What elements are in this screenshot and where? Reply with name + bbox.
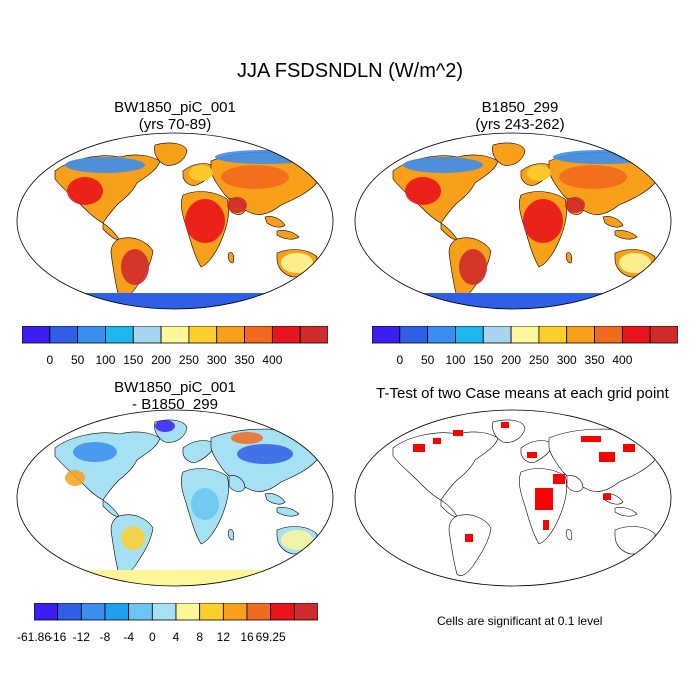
colorbar-tick-label: 150 bbox=[123, 353, 144, 367]
panel-title-line1: BW1850_piC_001 bbox=[114, 379, 236, 396]
colorbar-tick-label: 4 bbox=[172, 630, 180, 644]
figure-title: JJA FSDSNDLN (W/m^2) bbox=[236, 60, 464, 82]
panel-title-line1: B1850_299 bbox=[481, 99, 559, 116]
colorbar-tick-label: 350 bbox=[584, 353, 605, 367]
colorbar-tick-label: 400 bbox=[262, 353, 283, 367]
colorbar-swatch bbox=[77, 325, 106, 344]
colorbar-tick-label: 350 bbox=[234, 353, 255, 367]
colorbar-top-right: 0 50 100 150 200 250 300 350 400 bbox=[371, 325, 679, 367]
colorbar-tick-label: 400 bbox=[612, 353, 633, 367]
colorbar-swatch bbox=[594, 325, 623, 344]
colorbar-swatch bbox=[482, 325, 512, 344]
colorbar-swatch bbox=[188, 325, 218, 344]
colorbar-swatch bbox=[299, 325, 329, 344]
colorbar-swatch bbox=[246, 602, 272, 621]
colorbar-swatch bbox=[621, 325, 651, 344]
colorbar-swatches bbox=[371, 325, 679, 344]
significance-note: Cells are significant at 0.1 level bbox=[437, 614, 603, 628]
colorbar-swatch bbox=[427, 325, 456, 344]
colorbar-tick-label: 250 bbox=[528, 353, 549, 367]
colorbar-swatch bbox=[105, 325, 134, 344]
colorbar-swatch bbox=[538, 325, 568, 344]
panel-title-top-left: BW1850_piC_001 (yrs 70-89) bbox=[20, 99, 330, 133]
colorbar-tick-label: 8 bbox=[196, 630, 203, 644]
colorbar-tick-label: 300 bbox=[556, 353, 577, 367]
colorbar-swatch bbox=[132, 325, 162, 344]
colorbar-swatch bbox=[160, 325, 190, 344]
panel-title-bottom-right: T-Test of two Case means at each grid po… bbox=[350, 385, 695, 402]
colorbar-swatch bbox=[57, 602, 82, 621]
colorbar-swatch bbox=[216, 325, 245, 344]
colorbar-swatch bbox=[244, 325, 273, 344]
colorbar-swatch bbox=[566, 325, 595, 344]
colorbar-tick-label: 200 bbox=[151, 353, 172, 367]
panel-title-line2: - B1850_299 bbox=[132, 396, 218, 413]
colorbar-swatch bbox=[455, 325, 484, 344]
colorbar-swatches bbox=[33, 602, 319, 621]
colorbar-tick-label: 50 bbox=[420, 353, 435, 367]
panel-title-line2: (yrs 70-89) bbox=[138, 116, 212, 133]
colorbar-swatch bbox=[151, 602, 177, 621]
colorbar-tick-label: 150 bbox=[473, 353, 494, 367]
colorbar-swatches bbox=[21, 325, 329, 344]
colorbar-tick-label: 300 bbox=[206, 353, 227, 367]
colorbar-tick-label: 0 bbox=[396, 353, 404, 367]
colorbar-swatch bbox=[33, 602, 59, 621]
colorbar-tick-label: -16 bbox=[48, 630, 67, 644]
colorbar-swatch bbox=[175, 602, 201, 621]
panel-title-line2: (yrs 243-262) bbox=[475, 116, 565, 133]
colorbar-swatch bbox=[80, 602, 106, 621]
map-top-left bbox=[16, 132, 334, 310]
colorbar-swatch bbox=[128, 602, 153, 621]
panel-title-top-right: B1850_299 (yrs 243-262) bbox=[355, 99, 685, 133]
colorbar-tick-label: 250 bbox=[178, 353, 199, 367]
colorbar-swatch bbox=[222, 602, 248, 621]
colorbar-swatch bbox=[104, 602, 130, 621]
colorbar-swatch bbox=[371, 325, 401, 344]
colorbar-tick-label: -8 bbox=[99, 630, 111, 644]
colorbar-tick-label: 12 bbox=[216, 630, 231, 644]
colorbar-swatch bbox=[293, 602, 319, 621]
colorbar-top-left: 0 50 100 150 200 250 300 350 400 bbox=[21, 325, 329, 367]
colorbar-tick-label: 50 bbox=[70, 353, 85, 367]
panel-title-line1: BW1850_piC_001 bbox=[114, 99, 236, 116]
colorbar-swatch bbox=[510, 325, 540, 344]
map-bottom-left bbox=[16, 409, 334, 587]
colorbar-swatch bbox=[649, 325, 679, 344]
colorbar-swatch bbox=[271, 325, 301, 344]
colorbar-tick-label: 0 bbox=[46, 353, 54, 367]
map-bottom-right bbox=[354, 409, 672, 587]
colorbar-tick-label: -4 bbox=[123, 630, 134, 644]
colorbar-swatch bbox=[49, 325, 79, 344]
colorbar-difference: -61.86 -16 -12 -8 -4 0 4 8 12 16 69.25 bbox=[17, 602, 319, 644]
colorbar-tick-label: 16 bbox=[240, 630, 254, 644]
panel-title-line1: T-Test of two Case means at each grid po… bbox=[376, 385, 669, 402]
colorbar-swatch bbox=[199, 602, 224, 621]
colorbar-swatch bbox=[21, 325, 51, 344]
colorbar-tick-label: 100 bbox=[445, 353, 466, 367]
colorbar-tick-label: -61.86 bbox=[16, 630, 52, 644]
colorbar-tick-label: -12 bbox=[72, 630, 90, 644]
panel-title-bottom-left: BW1850_piC_001 - B1850_299 bbox=[20, 379, 330, 413]
colorbar-tick-label: 0 bbox=[148, 630, 156, 644]
colorbar-tick-label: 69.25 bbox=[255, 630, 286, 644]
map-top-right bbox=[354, 132, 672, 310]
colorbar-tick-label: 100 bbox=[95, 353, 116, 367]
colorbar-tick-label: 200 bbox=[501, 353, 522, 367]
colorbar-swatch bbox=[270, 602, 295, 621]
colorbar-swatch bbox=[399, 325, 429, 344]
